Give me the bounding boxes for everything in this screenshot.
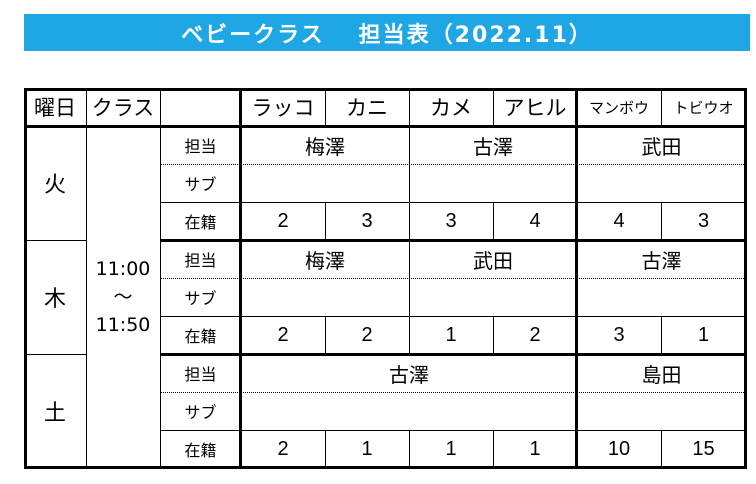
header-day: 曜日 — [34, 96, 76, 120]
grid-line — [24, 240, 86, 241]
time-start: 11:00 — [95, 258, 151, 280]
charge-cell: 武田 — [641, 134, 682, 159]
header-group-manbou: マンボウ — [588, 98, 649, 117]
grid-line — [325, 430, 326, 468]
time-separator: ～ — [113, 286, 133, 308]
grid-line — [24, 88, 746, 91]
row-label-charge: 担当 — [184, 137, 217, 156]
enrolled-cell: 1 — [445, 323, 457, 346]
enrolled-cell: 3 — [445, 209, 457, 232]
grid-line — [24, 354, 86, 355]
row-label-enrolled: 在籍 — [184, 327, 217, 346]
grid-line — [661, 316, 662, 354]
charge-cell: 梅澤 — [305, 134, 345, 159]
grid-line — [325, 202, 326, 240]
header-group-kani: カニ — [346, 96, 388, 120]
header-class: クラス — [91, 96, 155, 120]
day-label-thu: 木 — [43, 287, 66, 312]
enrolled-cell: 10 — [607, 437, 631, 460]
grid-line — [160, 164, 746, 165]
grid-line — [325, 316, 326, 354]
enrolled-cell: 1 — [445, 437, 457, 460]
charge-cell: 島田 — [641, 362, 682, 387]
grid-line — [493, 316, 494, 354]
enrolled-cell: 3 — [613, 323, 625, 346]
grid-line — [160, 392, 746, 393]
header-group-tobiuo: トビウオ — [673, 98, 734, 117]
row-label-charge: 担当 — [184, 251, 217, 270]
title-sub: 担当表（2022.11） — [358, 22, 593, 48]
sub-cell — [241, 392, 577, 430]
charge-cell: 古澤 — [389, 362, 429, 387]
enrolled-cell: 2 — [277, 209, 289, 232]
enrolled-cell: 2 — [361, 323, 373, 346]
grid-line — [24, 88, 27, 469]
sub-cell — [409, 278, 577, 316]
class-time: 11:00 ～ 11:50 — [86, 240, 160, 354]
enrolled-cell: 4 — [529, 209, 541, 232]
grid-line — [160, 430, 746, 431]
header-group-ahiru: アヒル — [503, 96, 567, 120]
grid-line — [239, 88, 242, 468]
day-label-sat: 土 — [43, 401, 66, 426]
charge-cell: 武田 — [473, 248, 513, 273]
row-label-enrolled: 在籍 — [184, 441, 217, 460]
grid-line — [325, 88, 326, 126]
schedule-table: 曜日 クラス ラッコ カニ カメ アヒル マンボウ トビウオ 火 木 土 11:… — [24, 88, 747, 469]
sub-cell — [409, 164, 577, 202]
row-label-enrolled: 在籍 — [184, 213, 217, 232]
enrolled-cell: 1 — [697, 323, 710, 346]
sub-cell — [577, 278, 746, 316]
charge-cell: 古澤 — [473, 134, 513, 159]
grid-line — [160, 202, 746, 203]
grid-line — [160, 88, 161, 468]
title-banner: ベビークラス 担当表（2022.11） — [24, 14, 750, 51]
enrolled-cell: 3 — [697, 209, 710, 232]
grid-line — [493, 202, 494, 240]
grid-line — [493, 88, 494, 126]
grid-line — [661, 88, 662, 126]
enrolled-cell: 1 — [529, 437, 541, 460]
time-end: 11:50 — [95, 314, 151, 336]
grid-line — [24, 466, 746, 469]
grid-line — [409, 430, 410, 468]
enrolled-cell: 1 — [361, 437, 373, 460]
enrolled-cell: 2 — [277, 437, 289, 460]
row-label-sub: サブ — [184, 175, 217, 194]
enrolled-cell: 2 — [277, 323, 289, 346]
sub-cell — [241, 164, 409, 202]
grid-line — [160, 353, 746, 356]
row-label-sub: サブ — [184, 403, 217, 422]
enrolled-cell: 2 — [529, 323, 541, 346]
header-group-kame: カメ — [430, 96, 472, 120]
grid-line — [24, 125, 746, 128]
grid-line — [661, 202, 662, 240]
sub-cell — [577, 392, 746, 430]
enrolled-cell: 3 — [361, 209, 373, 232]
sub-cell — [577, 164, 746, 202]
enrolled-cell: 4 — [613, 209, 625, 232]
grid-line — [86, 88, 87, 468]
charge-cell: 梅澤 — [305, 248, 345, 273]
header-group-rakko: ラッコ — [251, 96, 315, 120]
grid-line — [409, 88, 410, 354]
grid-line — [160, 316, 746, 317]
enrolled-cell: 15 — [692, 437, 715, 460]
title-main: ベビークラス — [181, 22, 325, 48]
grid-line — [493, 430, 494, 468]
sub-cell — [241, 278, 409, 316]
row-label-sub: サブ — [184, 289, 217, 308]
grid-line — [661, 430, 662, 468]
charge-cell: 古澤 — [641, 248, 682, 273]
day-label-tue: 火 — [43, 173, 66, 198]
grid-line — [160, 278, 746, 279]
grid-line — [160, 239, 746, 242]
grid-line — [575, 88, 578, 468]
row-label-charge: 担当 — [184, 365, 217, 384]
